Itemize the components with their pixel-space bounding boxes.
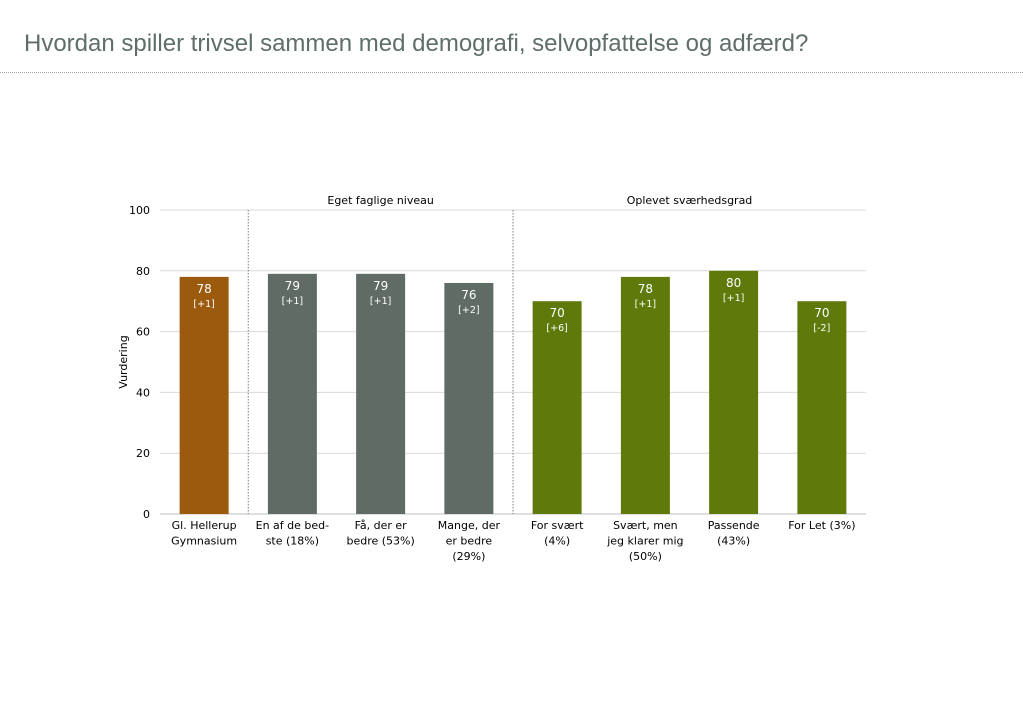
- x-tick-label: Få, der er: [355, 519, 408, 532]
- x-tick-label: ste (18%): [266, 535, 319, 548]
- x-tick-label: For svært: [531, 519, 584, 532]
- x-tick-label: Passende: [708, 519, 760, 532]
- bar-value-label: 76: [461, 288, 476, 302]
- y-tick-label: 0: [143, 508, 150, 521]
- x-tick-label: (29%): [452, 550, 485, 563]
- x-tick-label: Svært, men: [613, 519, 678, 532]
- bar-value-label: 79: [373, 279, 388, 293]
- bar-change-label: [-2]: [813, 323, 830, 334]
- bar-change-label: [+1]: [282, 296, 303, 307]
- title-divider: [0, 72, 1023, 73]
- bar-change-label: [+1]: [370, 296, 391, 307]
- page-title: Hvordan spiller trivsel sammen med demog…: [24, 30, 809, 57]
- y-tick-label: 80: [136, 265, 150, 278]
- bar: [267, 273, 317, 514]
- x-tick-label: (4%): [544, 535, 570, 548]
- bar-value-label: 79: [285, 279, 300, 293]
- group-label: Oplevet sværhedsgrad: [627, 194, 753, 207]
- bar: [356, 273, 406, 514]
- bar: [179, 276, 229, 514]
- y-tick-label: 20: [136, 447, 150, 460]
- x-tick-label: bedre (53%): [346, 535, 414, 548]
- x-tick-label: Gymnasium: [171, 535, 237, 548]
- x-tick-label: En af de bed-: [256, 519, 330, 532]
- group-label: Eget faglige niveau: [327, 194, 433, 207]
- bar-change-label: [+6]: [546, 323, 567, 334]
- bar-value-label: 70: [549, 306, 564, 320]
- bar-change-label: [+1]: [193, 299, 214, 310]
- bar-change-label: [+2]: [458, 305, 479, 316]
- bar-change-label: [+1]: [723, 293, 744, 304]
- y-axis-label: Vurdering: [117, 335, 130, 388]
- bar: [444, 282, 494, 514]
- bar-value-label: 78: [196, 282, 211, 296]
- x-tick-label: Mange, der: [438, 519, 501, 532]
- x-tick-label: jeg klarer mig: [606, 535, 683, 548]
- bar: [709, 270, 759, 514]
- x-tick-label: For Let (3%): [788, 519, 855, 532]
- bar-change-label: [+1]: [635, 299, 656, 310]
- bar: [797, 301, 847, 514]
- bar-value-label: 70: [814, 306, 829, 320]
- y-tick-label: 60: [136, 326, 150, 339]
- y-tick-label: 40: [136, 386, 150, 399]
- x-tick-label: Gl. Hellerup: [172, 519, 237, 532]
- x-tick-label: er bedre: [446, 535, 493, 548]
- y-tick-label: 100: [129, 204, 150, 217]
- x-tick-label: (43%): [717, 535, 750, 548]
- x-tick-label: (50%): [629, 550, 662, 563]
- bar: [532, 301, 582, 514]
- bar-value-label: 78: [638, 282, 653, 296]
- bar-value-label: 80: [726, 276, 741, 290]
- bar: [620, 276, 670, 514]
